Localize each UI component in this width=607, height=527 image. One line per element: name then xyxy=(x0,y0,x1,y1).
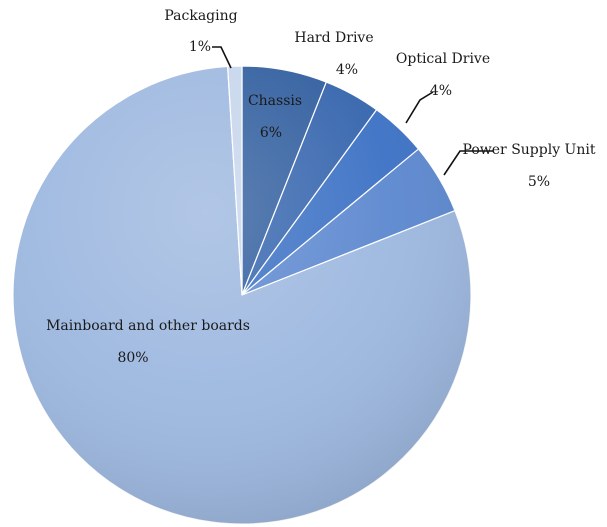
leader-line-optical-drive xyxy=(405,91,434,124)
slice-label-power-supply-unit: Power Supply Unit xyxy=(463,142,596,158)
leader-line-packaging xyxy=(212,46,232,69)
slice-label-hard-drive: Hard Drive xyxy=(294,30,373,46)
slice-label-packaging: Packaging xyxy=(164,8,237,24)
leader-line-power-supply-unit xyxy=(443,150,493,176)
slice-label-mainboard-and-other-boards: Mainboard and other boards xyxy=(46,318,250,334)
slice-percent-mainboard-and-other-boards: 80% xyxy=(117,350,148,366)
slice-label-chassis: Chassis xyxy=(248,93,302,109)
pie-slices xyxy=(12,65,472,525)
slice-percent-hard-drive: 4% xyxy=(336,62,358,78)
leader-lines xyxy=(212,46,493,176)
slice-percent-power-supply-unit: 5% xyxy=(528,174,550,190)
data-labels: Chassis 6% Hard Drive 4% Optical Drive 4% Powe… xyxy=(46,8,596,366)
slice-percent-optical-drive: 4% xyxy=(430,83,452,99)
slice-percent-chassis: 6% xyxy=(260,125,282,141)
slice-label-optical-drive: Optical Drive xyxy=(396,51,490,67)
slice-percent-packaging: 1% xyxy=(189,39,211,55)
